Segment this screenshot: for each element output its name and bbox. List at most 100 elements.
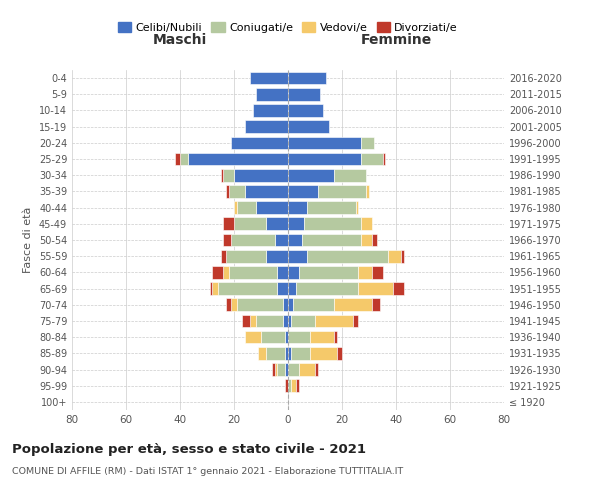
Bar [288, 152, 361, 166]
Bar [218, 282, 277, 295]
Bar [288, 120, 329, 133]
Bar [288, 88, 320, 101]
Bar [237, 298, 283, 311]
Bar [290, 380, 296, 392]
Bar [315, 363, 318, 376]
Bar [245, 185, 288, 198]
Bar [372, 234, 377, 246]
Bar [288, 314, 290, 328]
Bar [229, 185, 245, 198]
Bar [283, 314, 288, 328]
Bar [236, 202, 256, 214]
Bar [394, 282, 404, 295]
Bar [334, 169, 367, 181]
Bar [223, 218, 234, 230]
Bar [358, 282, 394, 295]
Text: Maschi: Maschi [153, 34, 207, 48]
Bar [288, 72, 326, 85]
Bar [286, 347, 288, 360]
Bar [275, 234, 288, 246]
Bar [221, 169, 223, 181]
Bar [226, 298, 232, 311]
Bar [310, 331, 334, 344]
Bar [283, 298, 288, 311]
Bar [288, 250, 307, 262]
Bar [242, 314, 250, 328]
Bar [250, 314, 256, 328]
Bar [288, 218, 304, 230]
Bar [275, 363, 277, 376]
Bar [234, 218, 266, 230]
Bar [315, 314, 353, 328]
Bar [180, 152, 188, 166]
Bar [288, 202, 307, 214]
Bar [212, 282, 218, 295]
Bar [175, 152, 180, 166]
Bar [307, 202, 355, 214]
Bar [353, 314, 358, 328]
Bar [383, 152, 385, 166]
Text: Popolazione per età, sesso e stato civile - 2021: Popolazione per età, sesso e stato civil… [12, 442, 366, 456]
Bar [210, 282, 212, 295]
Bar [361, 152, 383, 166]
Bar [232, 298, 236, 311]
Bar [245, 120, 288, 133]
Bar [256, 88, 288, 101]
Bar [334, 331, 337, 344]
Bar [288, 282, 296, 295]
Bar [296, 380, 299, 392]
Bar [401, 250, 404, 262]
Bar [223, 234, 232, 246]
Bar [288, 169, 334, 181]
Bar [258, 347, 266, 360]
Bar [310, 347, 337, 360]
Bar [288, 331, 310, 344]
Bar [232, 234, 275, 246]
Bar [337, 347, 342, 360]
Bar [256, 314, 283, 328]
Bar [250, 72, 288, 85]
Text: COMUNE DI AFFILE (RM) - Dati ISTAT 1° gennaio 2021 - Elaborazione TUTTITALIA.IT: COMUNE DI AFFILE (RM) - Dati ISTAT 1° ge… [12, 468, 403, 476]
Bar [361, 136, 374, 149]
Bar [232, 136, 288, 149]
Y-axis label: Fasce di età: Fasce di età [23, 207, 33, 273]
Bar [358, 266, 372, 278]
Bar [277, 363, 286, 376]
Bar [288, 380, 290, 392]
Bar [188, 152, 288, 166]
Bar [288, 234, 302, 246]
Bar [388, 250, 401, 262]
Bar [361, 218, 372, 230]
Bar [226, 185, 229, 198]
Bar [318, 185, 366, 198]
Bar [245, 331, 261, 344]
Bar [226, 250, 266, 262]
Legend: Celibi/Nubili, Coniugati/e, Vedovi/e, Divorziati/e: Celibi/Nubili, Coniugati/e, Vedovi/e, Di… [113, 18, 463, 38]
Bar [293, 298, 334, 311]
Bar [223, 169, 234, 181]
Bar [286, 331, 288, 344]
Bar [296, 282, 358, 295]
Bar [212, 266, 223, 278]
Bar [288, 298, 293, 311]
Bar [290, 314, 315, 328]
Bar [288, 363, 299, 376]
Bar [229, 266, 277, 278]
Bar [288, 347, 290, 360]
Bar [355, 202, 358, 214]
Text: Femmine: Femmine [361, 34, 431, 48]
Bar [266, 347, 286, 360]
Bar [288, 266, 299, 278]
Bar [361, 234, 372, 246]
Bar [372, 298, 380, 311]
Bar [221, 250, 226, 262]
Bar [266, 250, 288, 262]
Bar [307, 250, 388, 262]
Bar [299, 266, 358, 278]
Bar [288, 104, 323, 117]
Bar [334, 298, 372, 311]
Bar [234, 202, 236, 214]
Bar [234, 169, 288, 181]
Bar [272, 363, 275, 376]
Bar [372, 266, 383, 278]
